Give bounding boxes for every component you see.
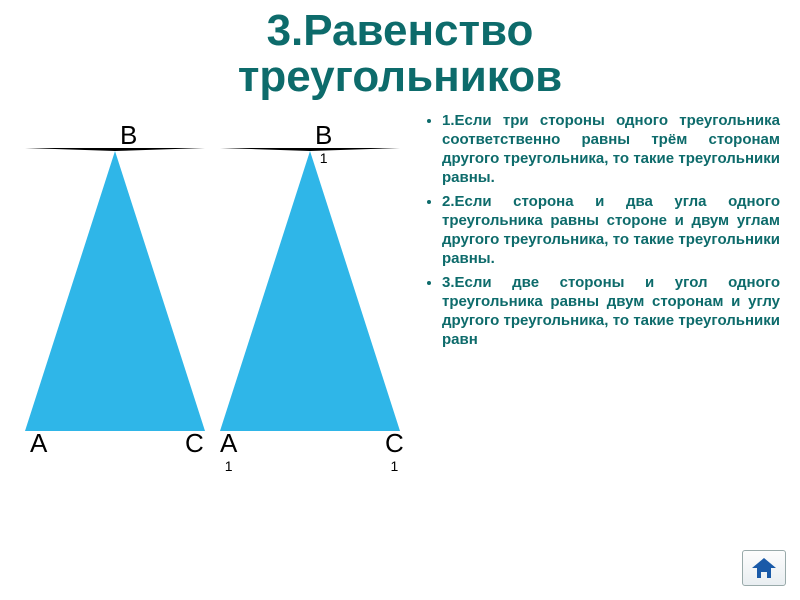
vertex-label-b1: B 1 <box>315 120 332 165</box>
bullet-item: 2.Если сторона и два угла одного треугол… <box>442 193 780 268</box>
vertex-sub-a1: 1 <box>220 459 237 473</box>
page-title: 3.Равенство треугольников <box>0 0 800 100</box>
vertex-sub-b1: 1 <box>315 151 332 165</box>
title-line-2: треугольников <box>0 54 800 100</box>
home-button[interactable] <box>742 550 786 586</box>
vertex-label-c: C <box>185 428 204 459</box>
vertex-label-a1: A 1 <box>220 428 237 473</box>
vertex-label-c1: C 1 <box>385 428 404 473</box>
content-row: B A C B 1 A 1 C 1 1.Если три стороны одн… <box>0 108 800 528</box>
triangle-2 <box>220 148 400 431</box>
bullet-list: 1.Если три стороны одного треугольника с… <box>424 112 780 349</box>
triangle-1 <box>25 148 205 431</box>
vertex-sub-c1: 1 <box>385 459 404 473</box>
bullet-item: 3.Если две стороны и угол одного треугол… <box>442 274 780 349</box>
diagram-area: B A C B 1 A 1 C 1 <box>0 108 420 528</box>
home-icon <box>750 556 778 580</box>
text-area: 1.Если три стороны одного треугольника с… <box>420 108 800 528</box>
title-line-1: 3.Равенство <box>0 8 800 54</box>
vertex-label-a: A <box>30 428 47 459</box>
vertex-label-b: B <box>120 120 137 151</box>
bullet-item: 1.Если три стороны одного треугольника с… <box>442 112 780 187</box>
